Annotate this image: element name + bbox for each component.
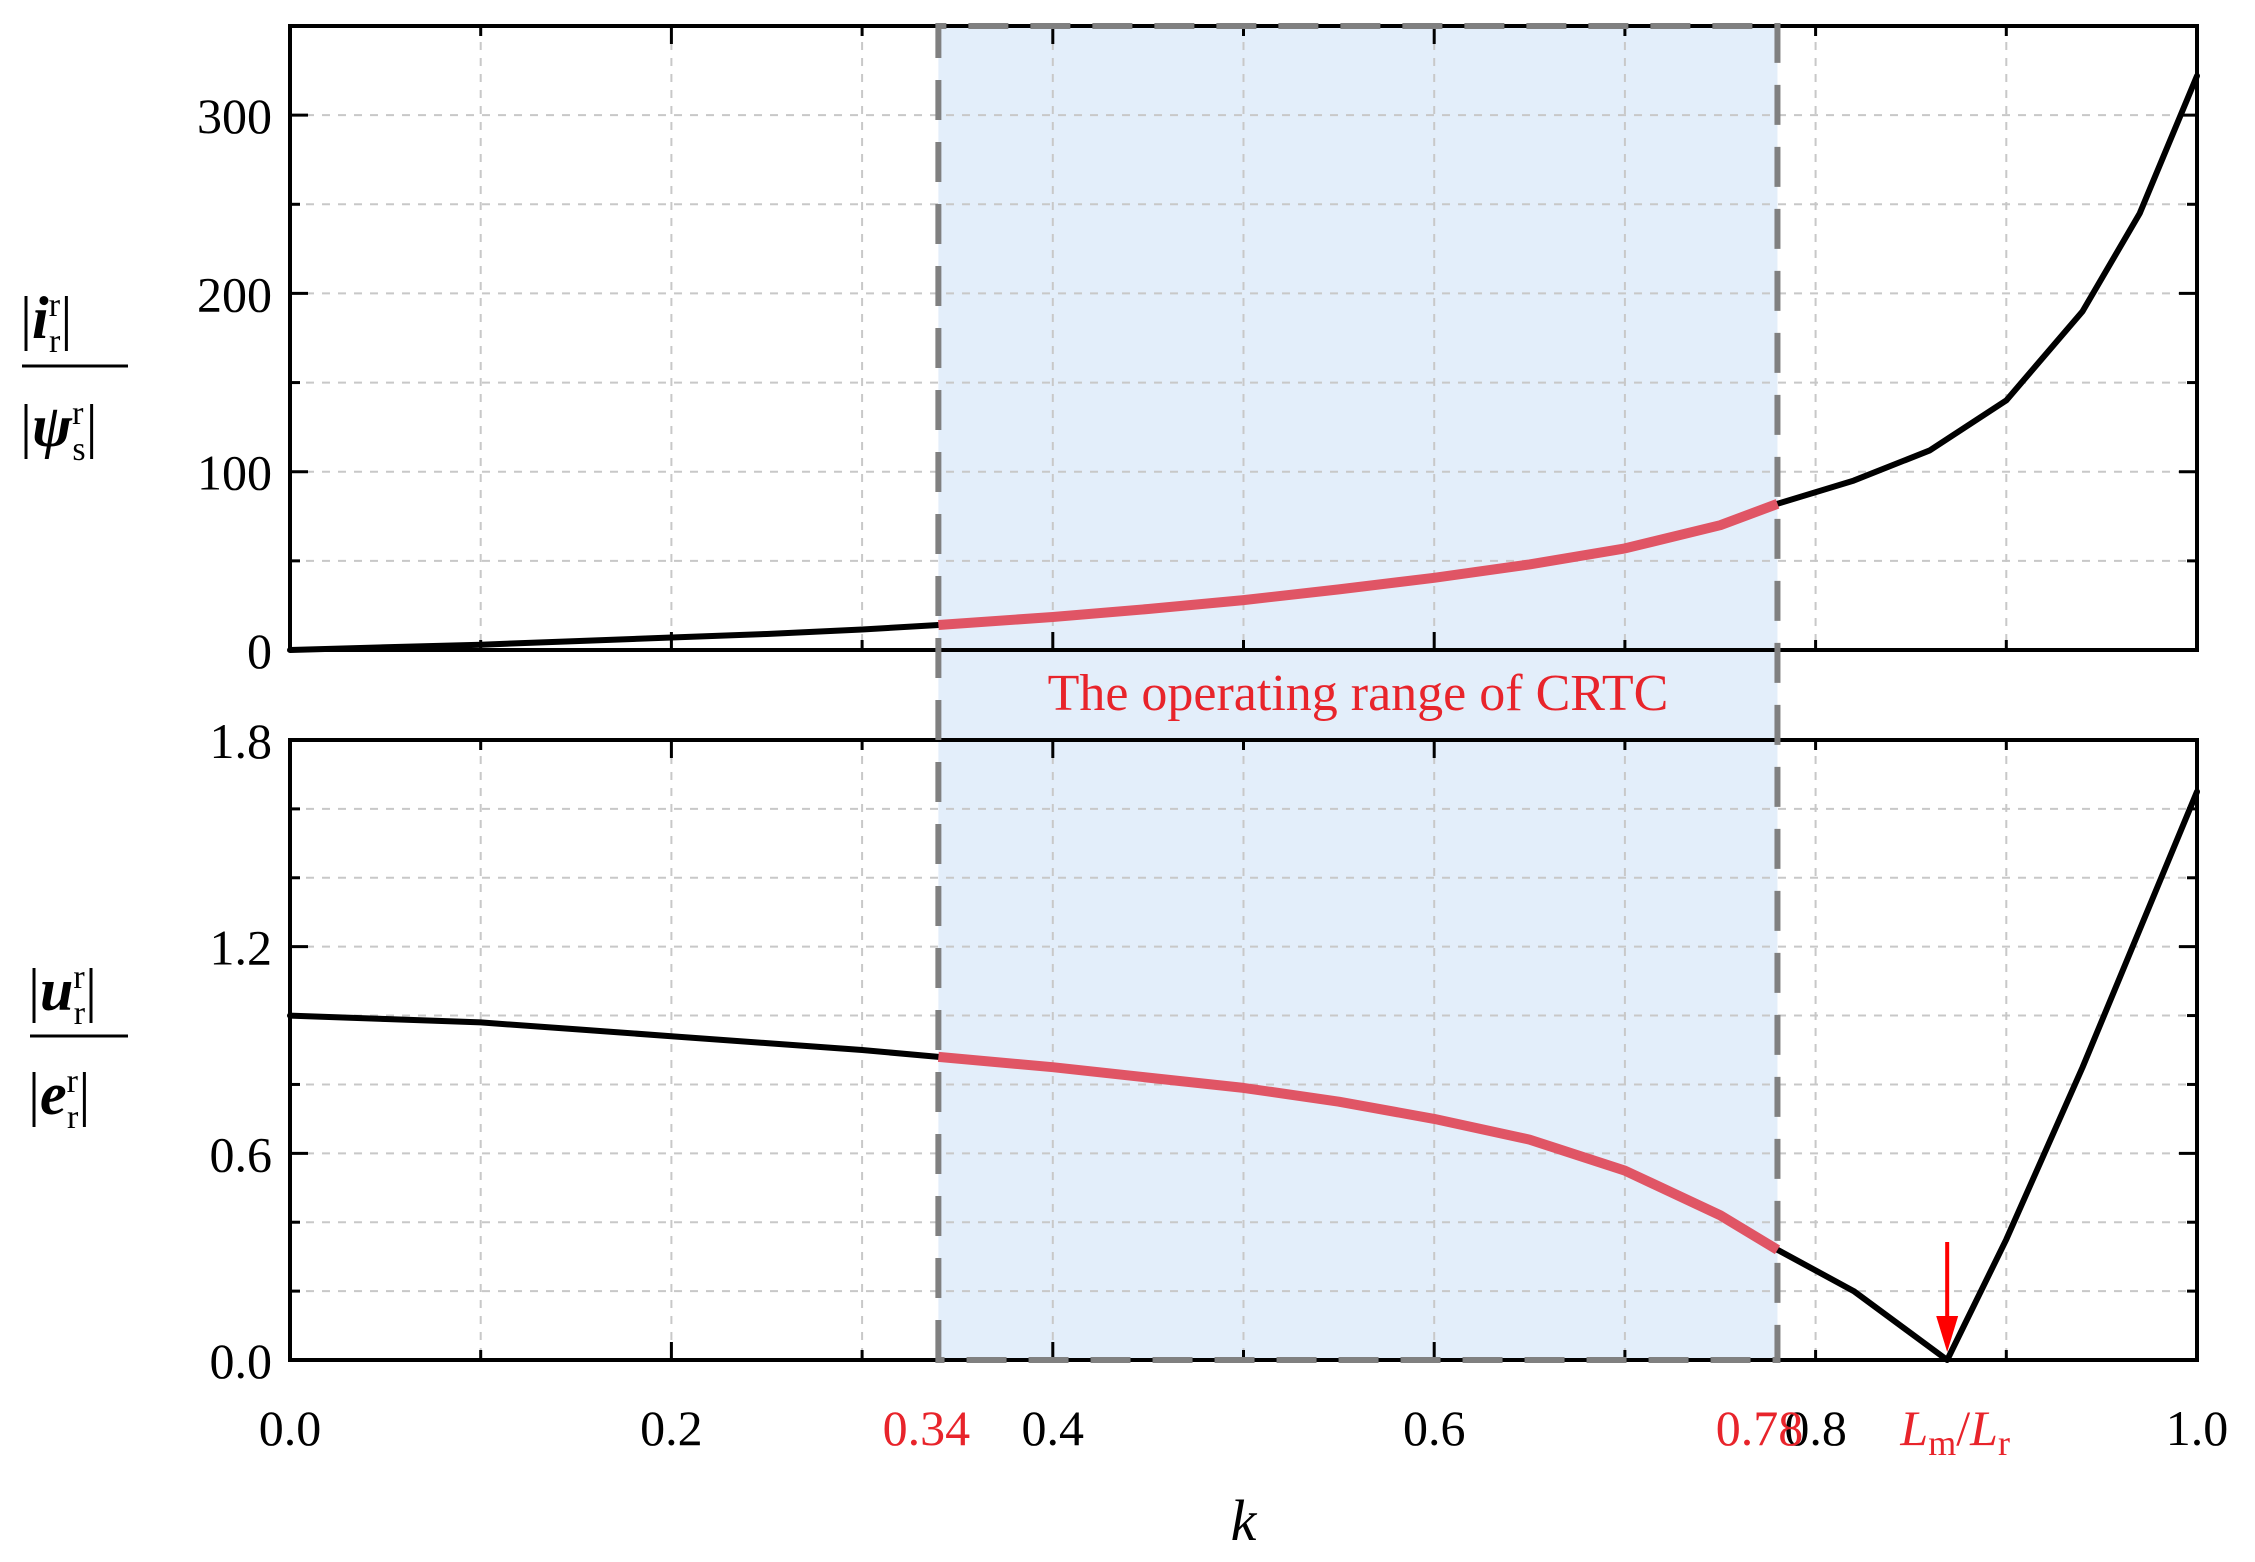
x-tick-label: 0.6	[1403, 1400, 1466, 1456]
top-y-axis-label: |ir r| |ψr s|	[20, 285, 128, 468]
bottom-y-tick-label: 1.8	[210, 713, 273, 769]
operating-range-shade	[938, 26, 1778, 1360]
bar: |	[86, 393, 98, 459]
bar: |	[20, 393, 32, 459]
x-tick-label: 0.0	[259, 1400, 322, 1456]
den-sup: r	[72, 395, 84, 432]
top-ylabel-numerator: |ir r|	[20, 285, 72, 360]
top-y-tick-label: 0	[247, 623, 272, 679]
den-sub: r	[67, 1099, 79, 1136]
lm-lr-arrow	[1936, 1242, 1959, 1352]
annotation-0-34: 0.34	[883, 1400, 971, 1456]
lm-slash: /	[1956, 1400, 1970, 1456]
x-axis-label: k	[1231, 1488, 1258, 1553]
bot-ylabel-denominator: |er r|	[28, 1061, 90, 1136]
num-sup: r	[73, 959, 85, 996]
bottom-panel-series	[287, 788, 2200, 1363]
bottom-panel-ticks: 0.0 0.6 1.2 1.8	[210, 713, 2199, 1389]
bottom-y-axis-label: |ur r| |er r|	[28, 957, 128, 1136]
den-symbol: e	[40, 1061, 67, 1127]
series-highlight	[938, 499, 1780, 630]
bot-ylabel-numerator: |ur r|	[28, 957, 97, 1032]
lr-sub: r	[1998, 1423, 2010, 1463]
num-sub: r	[49, 323, 61, 360]
den-symbol: ψ	[32, 393, 73, 459]
bottom-y-tick-label: 0.0	[210, 1333, 273, 1389]
num-symbol: i	[32, 285, 49, 351]
series-highlight	[937, 1051, 1781, 1255]
lm-sub: m	[1928, 1423, 1956, 1463]
den-sup: r	[67, 1063, 79, 1100]
top-y-tick-label: 100	[197, 445, 272, 501]
top-ylabel-denominator: |ψr s|	[20, 393, 98, 468]
bar: |	[20, 285, 32, 351]
bottom-y-tick-label: 1.2	[210, 920, 273, 976]
x-tick-label: 1.0	[2166, 1400, 2229, 1456]
num-sup: r	[49, 287, 61, 324]
x-tick-label: 0.2	[640, 1400, 703, 1456]
operating-range-label: The operating range of CRTC	[1048, 665, 1669, 722]
bottom-y-tick-label: 0.6	[210, 1126, 273, 1182]
top-y-tick-label: 300	[197, 88, 272, 144]
bar: |	[85, 957, 97, 1023]
bottom-panel-grid	[290, 740, 2197, 1360]
top-panel-ticks: 0 100 200 300	[197, 24, 2199, 679]
x-tick-label: 0.4	[1022, 1400, 1085, 1456]
bar: |	[28, 1061, 40, 1127]
den-sub: s	[72, 431, 85, 468]
lm-main: L	[1899, 1400, 1928, 1456]
bar: |	[60, 285, 72, 351]
bar: |	[28, 957, 40, 1023]
lr-main: L	[1969, 1400, 1998, 1456]
arrow-head	[1936, 1316, 1959, 1352]
bar: |	[78, 1061, 90, 1127]
top-y-tick-label: 200	[197, 266, 272, 322]
x-tick-label: 0.8	[1784, 1400, 1847, 1456]
x-tick-labels: 0.0 0.2 0.4 0.6 0.8 1.0	[259, 1400, 2229, 1456]
num-symbol: u	[40, 957, 73, 1023]
annotation-0-78: 0.78	[1716, 1400, 1804, 1456]
operating-range-border	[935, 23, 1781, 1363]
annotation-lm-over-lr: Lm/Lr	[1899, 1400, 2010, 1463]
num-sub: r	[74, 995, 86, 1032]
top-panel-series	[287, 72, 2200, 653]
